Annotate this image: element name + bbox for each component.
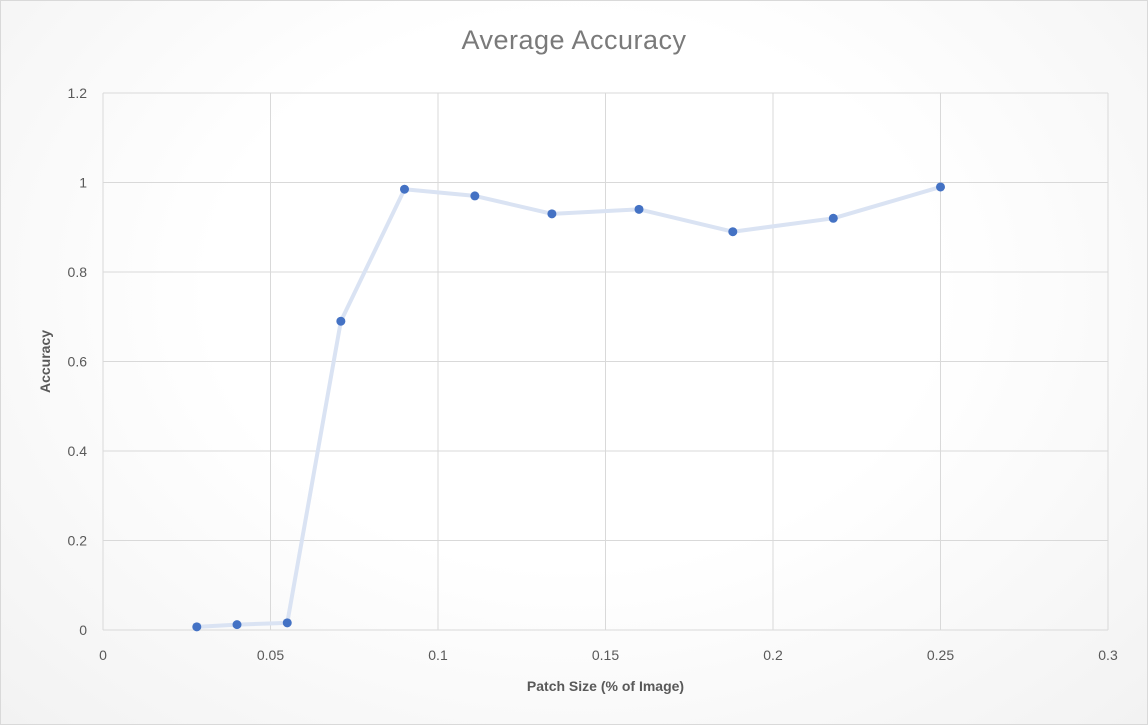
data-point [192, 622, 202, 632]
gridlines [102, 92, 1109, 631]
data-point [400, 184, 409, 194]
x-tick-labels: 0 0.05 0.1 0.15 0.2 0.25 0.3 [99, 647, 1118, 663]
y-tick-labels: 0 0.2 0.4 0.6 0.8 1 1.2 [68, 85, 88, 638]
y-tick-label: 0 [79, 622, 87, 638]
series-line [194, 184, 943, 629]
y-tick-label: 1.2 [68, 85, 88, 101]
y-tick-label: 0.6 [68, 354, 88, 370]
data-point [634, 204, 644, 214]
data-point [547, 209, 557, 219]
x-tick-label: 0.3 [1098, 647, 1118, 663]
data-point [232, 620, 242, 630]
data-point [470, 191, 480, 201]
x-tick-label: 0.05 [257, 647, 284, 663]
x-tick-label: 0.15 [592, 647, 619, 663]
y-tick-label: 0.8 [68, 264, 88, 280]
x-tick-label: 0.25 [927, 647, 954, 663]
x-tick-label: 0.1 [428, 647, 448, 663]
data-point [936, 182, 945, 192]
chart-title: Average Accuracy [461, 25, 687, 55]
x-axis-title: Patch Size (% of Image) [527, 678, 684, 694]
data-point [336, 316, 346, 326]
y-tick-label: 0.2 [68, 533, 88, 549]
data-point [728, 227, 738, 237]
data-point [282, 618, 292, 628]
series-group [192, 182, 945, 632]
y-tick-label: 1 [79, 175, 87, 191]
data-point [828, 213, 838, 223]
x-tick-label: 0 [99, 647, 107, 663]
y-tick-label: 0.4 [68, 443, 88, 459]
y-axis-title: Accuracy [37, 330, 53, 393]
x-tick-label: 0.2 [763, 647, 783, 663]
